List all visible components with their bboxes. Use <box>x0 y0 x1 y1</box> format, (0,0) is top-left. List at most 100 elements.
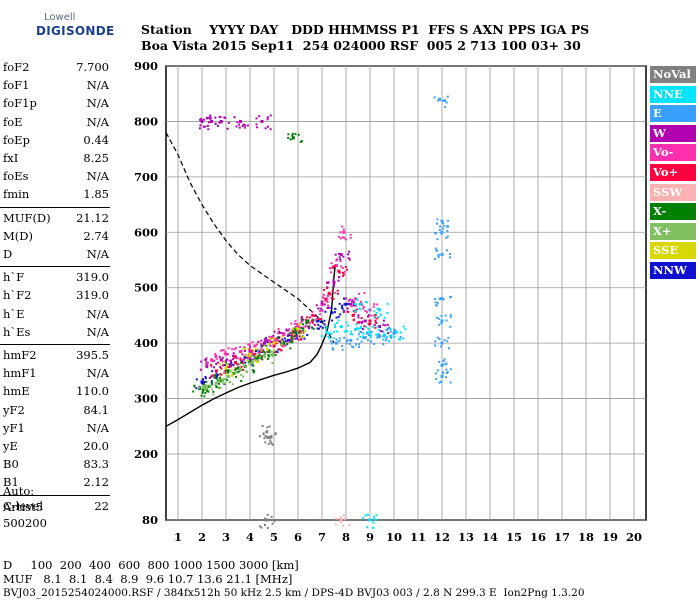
x-tick-label: 4 <box>246 530 254 544</box>
echo-dot <box>442 360 445 362</box>
echo-dot <box>375 514 378 517</box>
echo-dot <box>203 395 206 398</box>
echo-dot <box>304 318 307 321</box>
echo-dot <box>239 358 242 361</box>
echo-dot <box>266 116 269 119</box>
echo-dot <box>252 371 255 374</box>
echo-dot <box>317 323 320 326</box>
header-line-2: Boa Vista 2015 Sep11 254 024000 RSF 005 … <box>141 38 581 53</box>
echo-dot <box>373 324 376 327</box>
echo-dot <box>274 433 277 436</box>
d-distance-row: D 100 200 400 600 800 1000 1500 3000 [km… <box>3 558 299 572</box>
data-point <box>349 302 353 306</box>
echo-dot <box>287 340 290 343</box>
echo-dot <box>302 326 305 329</box>
echo-dot <box>380 330 383 333</box>
param-name: h`E <box>3 306 25 321</box>
echo-dot <box>344 238 347 241</box>
data-point <box>238 119 242 123</box>
echo-dot <box>270 515 273 518</box>
echo-dot <box>351 300 354 303</box>
echo-dot <box>278 331 281 334</box>
echo-dot <box>249 362 252 365</box>
echo-dot <box>296 323 298 326</box>
echo-dot <box>236 363 239 366</box>
echo-dot <box>223 116 226 119</box>
echo-dot <box>263 351 266 354</box>
param-name: fxI <box>3 151 19 165</box>
echo-dot <box>370 314 373 317</box>
echo-dot <box>340 521 343 524</box>
echo-dot <box>300 338 303 341</box>
echo-dot <box>277 332 280 335</box>
echo-dot <box>259 349 262 352</box>
param-separator <box>0 494 110 496</box>
data-point <box>238 350 242 353</box>
echo-dot <box>264 356 267 359</box>
echo-dot <box>293 331 296 334</box>
echo-dot <box>384 339 387 342</box>
echo-dot <box>367 322 370 325</box>
echo-dot <box>298 326 301 329</box>
echo-dot <box>211 360 214 363</box>
echo-dot <box>289 340 292 343</box>
echo-dot <box>346 339 348 342</box>
echo-dot <box>441 221 444 224</box>
echo-dot <box>193 385 196 388</box>
echo-dot <box>259 356 262 359</box>
echo-dot <box>216 361 219 364</box>
echo-dot <box>367 308 370 311</box>
data-point <box>262 341 266 345</box>
echo-dot <box>206 116 208 119</box>
echo-dot <box>247 360 250 363</box>
echo-dot <box>266 350 269 353</box>
echo-dot <box>319 310 322 313</box>
autoscale-artist: Artist5 <box>3 500 43 514</box>
echo-dot <box>264 435 267 437</box>
echo-dot <box>447 219 450 222</box>
echo-dot <box>244 356 247 359</box>
echo-dot <box>373 515 376 518</box>
echo-dot <box>359 327 362 330</box>
data-point <box>337 269 341 273</box>
echo-dot <box>241 353 244 356</box>
echo-dot <box>444 314 447 317</box>
echo-dot <box>373 315 376 318</box>
echo-dot <box>373 343 376 345</box>
echo-dot <box>239 346 242 349</box>
echo-dot <box>249 359 252 361</box>
echo-dot <box>331 311 334 314</box>
echo-dot <box>358 292 361 295</box>
echo-dot <box>220 367 223 370</box>
echo-dot <box>218 374 221 377</box>
data-point <box>255 357 259 361</box>
echo-dot <box>335 517 338 520</box>
echo-dot <box>338 302 341 305</box>
x-tick-label: 8 <box>342 530 350 544</box>
echo-dot <box>329 332 332 335</box>
echo-dot <box>268 343 270 345</box>
echo-dot <box>205 380 208 383</box>
echo-dot <box>382 343 385 346</box>
echo-dot <box>349 233 352 236</box>
data-point <box>214 369 218 373</box>
echo-dot <box>339 258 342 261</box>
echo-dot <box>366 339 369 342</box>
autoscale-code: 500200 <box>3 516 47 530</box>
echo-dot <box>203 380 206 383</box>
data-point <box>224 352 228 356</box>
echo-dot <box>260 526 263 529</box>
echo-dot <box>390 334 393 337</box>
echo-dot <box>373 310 376 313</box>
echo-dot <box>204 377 207 380</box>
echo-dot <box>337 315 340 318</box>
echo-dot <box>259 355 262 358</box>
echo-dot <box>349 342 351 345</box>
echo-dot <box>261 349 264 352</box>
x-tick-label: 16 <box>530 530 546 544</box>
echo-dot <box>226 364 229 367</box>
echo-dot <box>214 352 217 355</box>
x-tick-label: 7 <box>318 530 326 544</box>
echo-dot <box>236 367 239 370</box>
echo-dot <box>209 114 212 117</box>
